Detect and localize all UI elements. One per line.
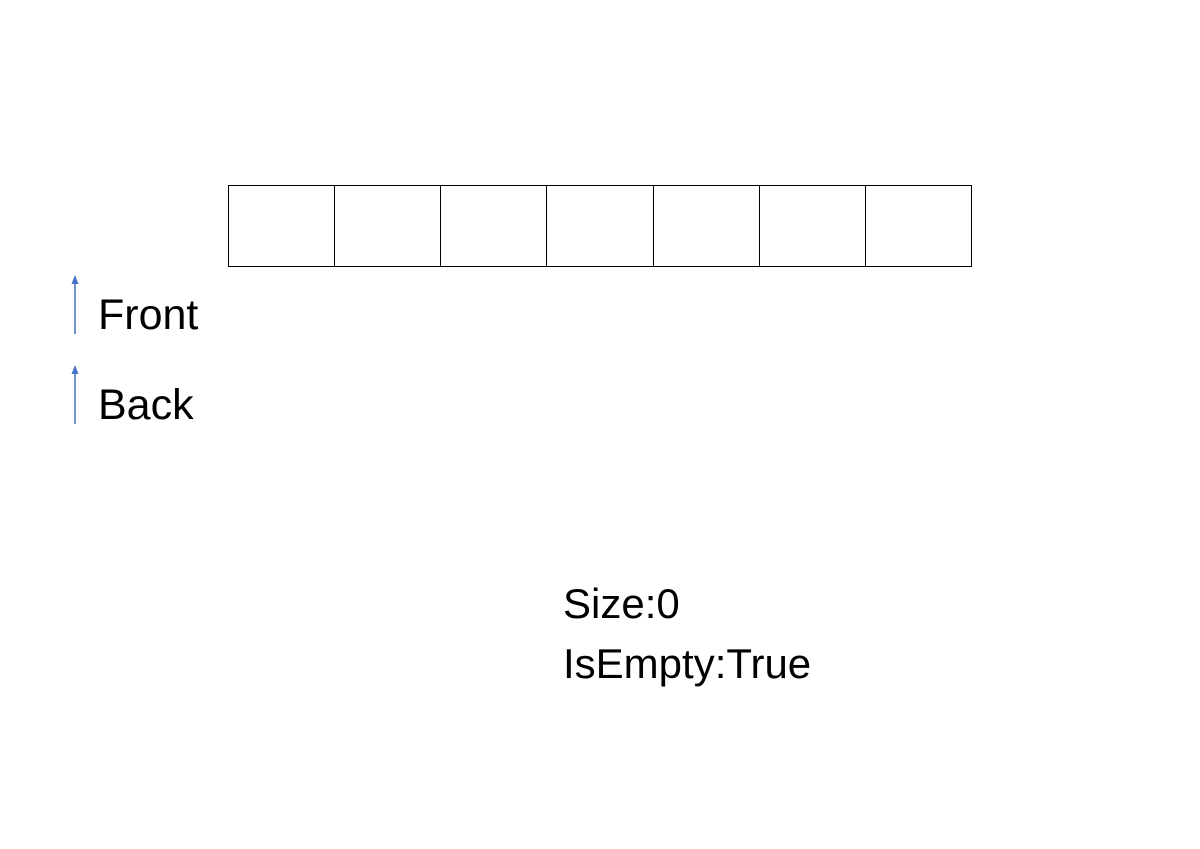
is-empty-readout: IsEmpty:True bbox=[563, 640, 812, 687]
queue-cell-0 bbox=[228, 185, 335, 267]
queue-cell-3 bbox=[546, 185, 653, 267]
back-label: Back bbox=[98, 381, 194, 429]
queue-cell-1 bbox=[334, 185, 441, 267]
front-label: Front bbox=[98, 291, 199, 339]
size-readout: Size:0 bbox=[563, 580, 680, 627]
queue-array bbox=[228, 185, 972, 267]
front-arrow-icon bbox=[71, 275, 79, 334]
back-arrow-icon bbox=[71, 365, 79, 424]
queue-cell-4 bbox=[652, 185, 759, 267]
queue-cell-2 bbox=[440, 185, 547, 267]
queue-status: Size:0 IsEmpty:True bbox=[563, 574, 811, 694]
queue-cell-5 bbox=[758, 185, 865, 267]
front-pointer: Front bbox=[66, 272, 266, 342]
queue-cell-6 bbox=[864, 185, 972, 267]
back-pointer: Back bbox=[66, 362, 266, 432]
